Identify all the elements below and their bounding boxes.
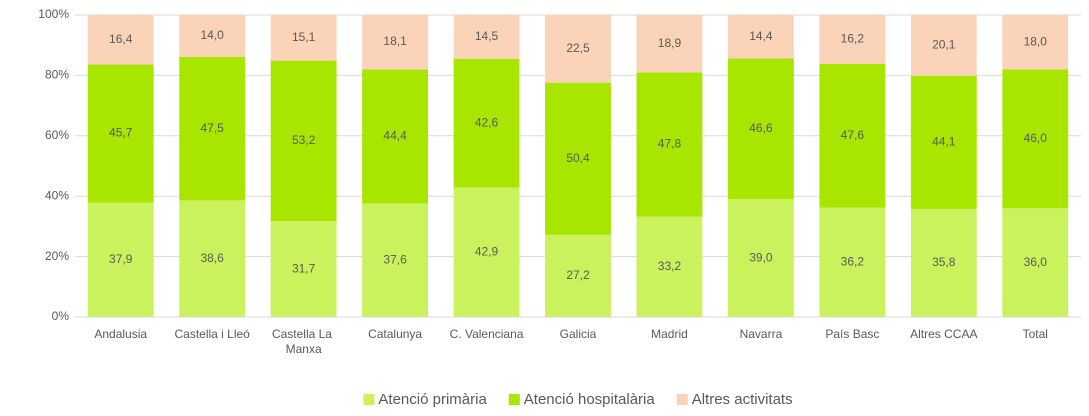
bar-segment — [1002, 208, 1069, 317]
bar-segment — [819, 15, 886, 64]
bar-segment — [453, 58, 520, 188]
bar-segment — [636, 216, 703, 317]
bar-segment — [545, 14, 611, 83]
data-label: 42,6 — [475, 115, 499, 129]
bar-segment — [727, 15, 794, 59]
data-label: 35,8 — [932, 255, 956, 269]
bar-segment — [819, 207, 886, 317]
bar-segment — [819, 63, 886, 208]
bar-segment — [362, 203, 429, 317]
bar-segment — [727, 58, 794, 200]
bar-segment — [87, 202, 154, 317]
x-tick-label: Castella La Manxa — [272, 327, 335, 356]
bar-segment — [87, 64, 154, 203]
data-label: 14,0 — [201, 28, 225, 42]
bar-segment — [270, 15, 337, 61]
x-tick-label: Navarra — [740, 327, 783, 341]
bar-segment — [453, 187, 520, 317]
data-label: 42,9 — [475, 244, 499, 258]
bar-segment — [727, 199, 794, 317]
x-tick-label: País Basc — [825, 327, 879, 341]
y-tick-label: 100% — [38, 7, 69, 21]
data-label: 36,2 — [841, 255, 865, 269]
y-tick-label: 20% — [45, 249, 69, 263]
data-label: 18,0 — [1024, 34, 1048, 48]
x-tick-label: Galicia — [560, 327, 597, 341]
legend-label: Atenció primària — [378, 391, 487, 408]
bar-segment — [270, 221, 337, 317]
bar-segment — [270, 60, 337, 222]
data-label: 36,0 — [1024, 255, 1048, 269]
bar-segment — [910, 15, 977, 76]
data-label: 31,7 — [292, 261, 316, 275]
data-label: 50,4 — [566, 151, 590, 165]
data-label: 15,1 — [292, 30, 316, 44]
bar-segment — [87, 15, 154, 65]
bar-segment — [362, 69, 429, 204]
legend-swatch — [676, 394, 688, 405]
data-label: 47,8 — [658, 137, 682, 151]
data-label: 16,2 — [841, 32, 865, 46]
bar-segment — [179, 56, 246, 201]
data-label: 33,2 — [658, 259, 682, 273]
data-label: 53,2 — [292, 133, 316, 147]
bar-segment — [179, 14, 246, 57]
legend-label: Atenció hospitalària — [524, 391, 656, 408]
bar-segment — [453, 15, 520, 59]
x-tick-label: Castella i Lleó — [174, 327, 250, 341]
bar-segment — [636, 72, 703, 217]
data-label: 16,4 — [109, 32, 133, 46]
data-label: 46,0 — [1024, 131, 1048, 145]
bar-segment — [910, 75, 977, 209]
bar-segment — [1002, 15, 1069, 70]
data-label: 46,6 — [749, 121, 773, 135]
y-tick-label: 0% — [52, 309, 70, 323]
x-tick-label: Andalusia — [94, 327, 147, 341]
x-tick-label: Catalunya — [368, 327, 422, 341]
bar-segment — [179, 200, 246, 317]
y-tick-label: 40% — [45, 188, 69, 202]
data-label: 14,5 — [475, 29, 499, 43]
legend-swatch — [508, 394, 520, 405]
legend-swatch — [363, 394, 375, 405]
y-tick-label: 80% — [45, 68, 69, 82]
data-label: 20,1 — [932, 38, 956, 52]
bar-segment — [545, 234, 611, 317]
legend-label: Altres activitats — [692, 391, 793, 408]
bar-segment — [545, 82, 611, 235]
data-label: 22,5 — [566, 41, 590, 55]
y-tick-label: 60% — [45, 128, 69, 142]
data-label: 45,7 — [109, 126, 133, 140]
data-label: 14,4 — [749, 29, 773, 43]
data-label: 27,2 — [566, 268, 590, 282]
data-label: 37,9 — [109, 252, 133, 266]
bar-segment — [910, 208, 977, 317]
bar-segment — [636, 15, 703, 73]
data-label: 39,0 — [749, 250, 773, 264]
data-label: 44,4 — [383, 129, 407, 143]
data-label: 44,1 — [932, 134, 956, 148]
bar-segment — [362, 14, 429, 70]
data-label: 37,6 — [383, 252, 407, 266]
x-tick-label: Altres CCAA — [910, 327, 977, 341]
legend: Atenció primària Atenció hospitalària Altr… — [363, 391, 793, 408]
data-label: 18,9 — [658, 36, 682, 50]
bar-segment — [1002, 69, 1069, 209]
x-tick-label: C. Valenciana — [450, 327, 524, 341]
x-tick-label: Total — [1023, 327, 1048, 341]
data-label: 47,5 — [201, 121, 225, 135]
data-label: 38,6 — [201, 251, 225, 265]
data-label: 18,1 — [383, 34, 407, 48]
x-tick-label: Madrid — [651, 327, 688, 341]
data-label: 47,6 — [841, 128, 865, 142]
